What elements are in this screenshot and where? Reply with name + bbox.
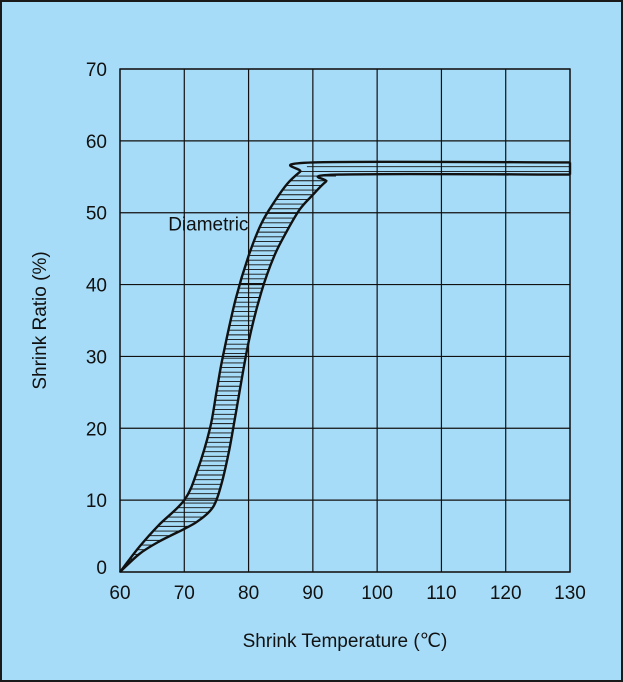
y-axis-label: Shrink Ratio (%) xyxy=(30,251,51,389)
x-tick-label-100: 100 xyxy=(361,583,393,604)
y-tick-labels: 0 10 20 30 40 50 60 70 xyxy=(86,60,107,579)
x-tick-label-70: 70 xyxy=(174,583,195,604)
y-tick-label-70: 70 xyxy=(86,60,107,81)
y-tick-label-30: 30 xyxy=(86,347,107,368)
y-tick-label-20: 20 xyxy=(86,419,107,440)
lower-curve xyxy=(119,172,571,573)
x-tick-label-90: 90 xyxy=(302,583,323,604)
y-tick-label-50: 50 xyxy=(86,204,107,225)
upper-curve xyxy=(119,160,571,573)
x-tick-label-120: 120 xyxy=(490,583,522,604)
x-axis-label: Shrink Temperature (℃) xyxy=(243,631,448,652)
plot-border xyxy=(119,68,571,573)
x-tick-label-80: 80 xyxy=(238,583,259,604)
y-tick-label-0: 0 xyxy=(96,558,107,579)
grid-lines xyxy=(119,68,571,573)
x-tick-label-130: 130 xyxy=(554,583,586,604)
x-tick-labels: 60 70 80 90 100 110 120 130 xyxy=(109,583,585,604)
x-tick-label-60: 60 xyxy=(109,583,130,604)
y-tick-label-40: 40 xyxy=(86,276,107,297)
x-tick-label-110: 110 xyxy=(426,583,456,604)
y-tick-label-60: 60 xyxy=(86,132,107,153)
annotation-diametric: Diametric xyxy=(168,214,248,235)
y-tick-label-10: 10 xyxy=(86,491,107,512)
